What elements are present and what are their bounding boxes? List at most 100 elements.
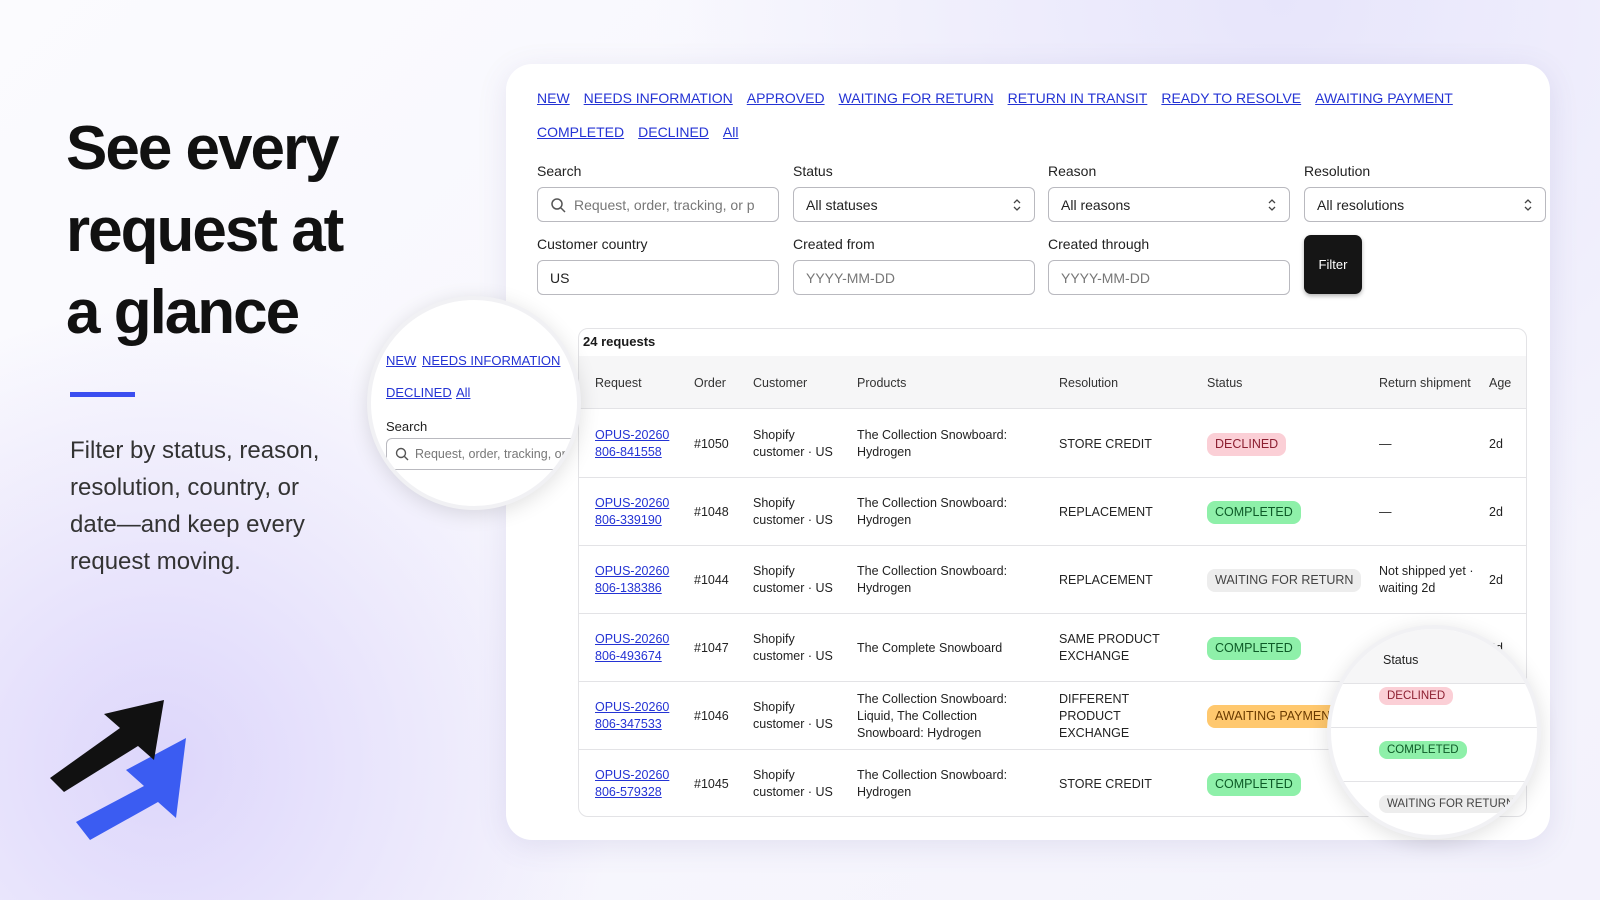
accent-bar xyxy=(70,392,135,397)
request[interactable]: OPUS-20260806-579328 xyxy=(595,768,670,799)
status-tab[interactable]: READY TO RESOLVE xyxy=(1161,90,1302,106)
status-badge: COMPLETED xyxy=(1207,772,1301,796)
filter-value: All resolutions xyxy=(1317,196,1405,213)
age: 2d xyxy=(1489,436,1503,451)
filter-value: Request, order, tracking, or p xyxy=(574,196,755,213)
order-cell: #1044 xyxy=(694,546,749,614)
filter-search[interactable]: Request, order, tracking, or p xyxy=(537,187,779,222)
status-cell: WAITING FOR RETURN xyxy=(1207,546,1382,614)
requests-table: 24 requests Request Order Customer Products… xyxy=(578,328,1527,817)
products-cell: The Complete Snowboard xyxy=(857,614,1042,682)
table-row: OPUS-20260806-579328 #1045 Shopify custome… xyxy=(579,750,1526,816)
status-tab[interactable]: APPROVED xyxy=(746,90,825,106)
filter-value: All statuses xyxy=(806,196,878,213)
request[interactable]: OPUS-20260806-841558 xyxy=(595,428,670,459)
filter-label: Resolution xyxy=(1304,163,1371,179)
order-cell: #1050 xyxy=(694,410,749,478)
status-badge: COMPLETED xyxy=(1207,500,1301,524)
status-tab[interactable]: All xyxy=(722,124,739,140)
column-header: Status xyxy=(1207,375,1243,390)
status-tab[interactable]: WAITING FOR RETURN xyxy=(838,90,994,106)
table-row: OPUS-20260806-841558 #1050 Shopify custome… xyxy=(579,410,1526,478)
customer-cell: Shopify customer · US xyxy=(753,614,843,682)
shipment: Not shipped yet · waiting 2d xyxy=(1379,564,1474,595)
filter-label: Search xyxy=(537,163,582,179)
zoom-tab: All xyxy=(456,385,471,400)
status-tab[interactable]: RETURN IN TRANSIT xyxy=(1007,90,1148,106)
status-tab[interactable]: NEW xyxy=(537,90,570,106)
request-count: 24 requests xyxy=(583,334,656,349)
hero-subtitle: Filter by status, reason, resolution, co… xyxy=(70,437,320,575)
customer-cell: Shopify customer · US xyxy=(753,478,843,546)
zoom-badge: WAITING FOR RETURN xyxy=(1379,795,1523,813)
column-header: Products xyxy=(857,375,907,390)
request[interactable]: OPUS-20260806-138386 xyxy=(595,564,670,595)
request[interactable]: OPUS-20260806-493674 xyxy=(595,632,670,663)
request-cell: OPUS-20260806-579328 xyxy=(595,750,685,816)
table-row: OPUS-20260806-493674 #1047 Shopify custome… xyxy=(579,614,1526,682)
filter-text[interactable]: YYYY-MM-DD xyxy=(1048,260,1290,295)
status-tab[interactable]: NEEDS INFORMATION xyxy=(583,90,733,106)
filter-select[interactable]: All statuses xyxy=(793,187,1035,222)
status-tab[interactable]: AWAITING PAYMENT xyxy=(1315,90,1453,106)
logo xyxy=(50,700,186,840)
filter-button[interactable]: Filter xyxy=(1304,235,1362,294)
zoom-label: Status xyxy=(1383,653,1419,667)
customer: Shopify customer · US xyxy=(753,564,833,595)
zoom-status: Status DECLINED COMPLETED WAITING FOR RE… xyxy=(1327,625,1541,839)
products: The Complete Snowboard xyxy=(857,640,1003,655)
shipment-cell: — xyxy=(1379,410,1479,478)
products: The Collection Snowboard: Hydrogen xyxy=(857,428,1008,459)
zoom-badge: DECLINED xyxy=(1379,687,1454,705)
status-badge: COMPLETED xyxy=(1207,636,1301,660)
resolution: SAME PRODUCT EXCHANGE xyxy=(1059,632,1160,663)
column-header: Resolution xyxy=(1059,375,1119,390)
column-header: Request xyxy=(595,375,642,390)
order-cell: #1045 xyxy=(694,750,749,816)
products: The Collection Snowboard: Hydrogen xyxy=(857,496,1008,527)
request[interactable]: OPUS-20260806-347533 xyxy=(595,700,670,731)
filter-text[interactable]: US xyxy=(537,260,779,295)
age: 2d xyxy=(1489,572,1503,587)
status-cell: COMPLETED xyxy=(1207,478,1382,546)
zoom-tab: NEW xyxy=(386,353,417,368)
order: #1047 xyxy=(694,640,729,655)
products-cell: The Collection Snowboard: Hydrogen xyxy=(857,478,1042,546)
order: #1045 xyxy=(694,776,729,791)
resolution: REPLACEMENT xyxy=(1059,572,1153,587)
customer: Shopify customer · US xyxy=(753,632,833,663)
table-row: OPUS-20260806-347533 #1046 Shopify custome… xyxy=(579,682,1526,750)
status-tab[interactable]: DECLINED xyxy=(638,124,709,140)
table-header: Request Order Customer Products Resolution St… xyxy=(579,356,1526,409)
age-cell: 2d xyxy=(1489,546,1524,614)
filter-value: YYYY-MM-DD xyxy=(806,269,895,286)
status-badge: DECLINED xyxy=(1207,432,1287,456)
shipment-cell: — xyxy=(1379,478,1479,546)
shipment: — xyxy=(1379,504,1392,519)
filter-select[interactable]: All reasons xyxy=(1048,187,1290,222)
filter-label: Status xyxy=(793,163,833,179)
products-cell: The Collection Snowboard: Liquid, The Co… xyxy=(857,682,1042,750)
zoom-badge: COMPLETED xyxy=(1379,741,1467,759)
customer-cell: Shopify customer · US xyxy=(753,410,843,478)
table-row: OPUS-20260806-138386 #1044 Shopify custome… xyxy=(579,546,1526,614)
age-cell: 2d xyxy=(1489,478,1524,546)
order-cell: #1046 xyxy=(694,682,749,750)
status-cell: COMPLETED xyxy=(1207,614,1382,682)
customer: Shopify customer · US xyxy=(753,496,833,527)
products-cell: The Collection Snowboard: Hydrogen xyxy=(857,410,1042,478)
resolution: REPLACEMENT xyxy=(1059,504,1153,519)
filter-select[interactable]: All resolutions xyxy=(1304,187,1546,222)
products: The Collection Snowboard: Hydrogen xyxy=(857,768,1008,799)
request-cell: OPUS-20260806-347533 xyxy=(595,682,685,750)
filter-text[interactable]: YYYY-MM-DD xyxy=(793,260,1035,295)
status-tab[interactable]: COMPLETED xyxy=(537,124,625,140)
zoom-tabs: NEW NEEDS INFORMATION DECLINED All Searc… xyxy=(367,296,581,510)
hero-title: See every request at a glance xyxy=(66,114,344,347)
request[interactable]: OPUS-20260806-339190 xyxy=(595,496,670,527)
customer: Shopify customer · US xyxy=(753,768,833,799)
zoom-search: Request, order, tracking, or p xyxy=(386,438,577,470)
resolution-cell: STORE CREDIT xyxy=(1059,750,1189,816)
filter-label: Customer country xyxy=(537,236,648,252)
